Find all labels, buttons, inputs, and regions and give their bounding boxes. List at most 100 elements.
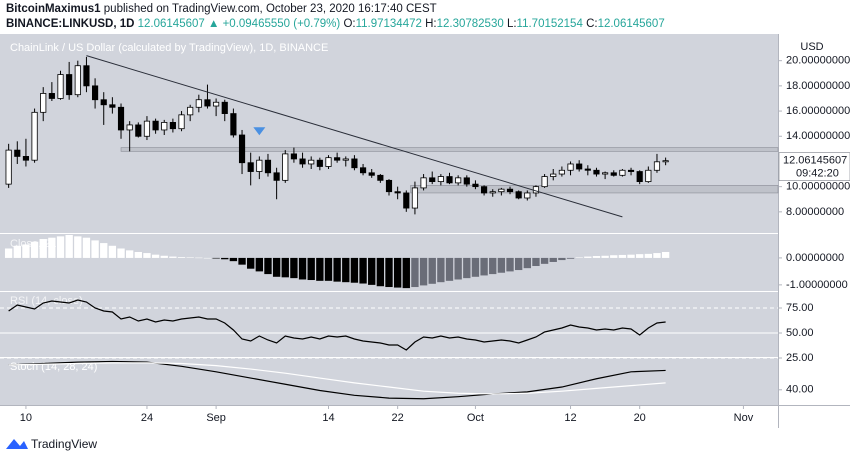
x-tick-label: 22 xyxy=(392,412,404,424)
candle-body xyxy=(645,169,652,183)
x-tick-label: 10 xyxy=(20,412,32,424)
x-tick-label: 14 xyxy=(322,412,334,424)
last-price: 12.06145607 xyxy=(138,18,205,30)
histogram-bar xyxy=(428,257,436,284)
logo-icon xyxy=(6,439,28,449)
histogram-bar xyxy=(125,250,134,258)
histogram-bar xyxy=(134,251,142,258)
support-zone xyxy=(410,185,779,194)
histogram-bar xyxy=(186,257,194,258)
histogram-bar xyxy=(584,256,592,258)
candle-body xyxy=(403,192,410,209)
histogram-bar xyxy=(661,251,670,258)
candle-body xyxy=(489,191,496,194)
x-tick-label: Sep xyxy=(206,412,226,424)
c-value: 12.06145607 xyxy=(598,18,665,30)
last-price-label: 12.06145607 xyxy=(783,155,847,167)
histogram-bar xyxy=(160,255,168,258)
histogram-bar xyxy=(359,257,367,284)
histogram-bar xyxy=(203,257,212,259)
histogram-bar xyxy=(575,257,583,258)
histogram-bar xyxy=(39,239,47,258)
candle-body xyxy=(74,65,81,96)
price-axis-background xyxy=(778,34,850,405)
h-value: 12.30782530 xyxy=(437,18,504,30)
y-tick-label: 75.00 xyxy=(786,302,814,314)
histogram-bar xyxy=(177,257,186,258)
histogram-bar xyxy=(644,253,653,258)
histogram-bar xyxy=(419,257,428,286)
l-value: 11.70152154 xyxy=(517,18,584,30)
histogram-bar xyxy=(601,255,609,258)
candle-body xyxy=(472,183,479,188)
histogram-bar xyxy=(255,257,264,272)
histogram-bar xyxy=(272,257,281,277)
candle-body xyxy=(567,163,574,171)
histogram-bar xyxy=(540,257,549,264)
histogram-bar xyxy=(264,257,272,275)
histogram-bar xyxy=(514,257,523,271)
histogram-bar xyxy=(376,257,385,287)
candle-body xyxy=(610,172,617,176)
histogram-bar xyxy=(212,257,220,259)
candle-body xyxy=(420,177,427,189)
candle-body xyxy=(334,157,341,161)
y-tick-label: 10.00000000 xyxy=(786,181,850,193)
histogram-bar xyxy=(342,257,350,283)
h-label: H: xyxy=(425,18,437,30)
y-tick-label: 16.00000000 xyxy=(786,105,850,117)
histogram-bar xyxy=(610,255,618,258)
histogram-bar xyxy=(592,256,601,258)
histogram-bar xyxy=(393,257,402,288)
y-tick-label: 0.00000000 xyxy=(786,252,844,264)
candle-body xyxy=(135,124,142,137)
histogram-bar xyxy=(506,257,514,272)
candle-body xyxy=(195,99,202,108)
candle-body xyxy=(558,169,565,175)
candle-body xyxy=(66,74,73,96)
histogram-bar xyxy=(480,257,488,276)
histogram-bar xyxy=(558,257,566,261)
candle-body xyxy=(230,113,237,136)
candle-body xyxy=(455,177,462,184)
candle-body xyxy=(653,161,661,171)
candle-body xyxy=(619,169,626,176)
change-arrow: ▲ xyxy=(208,18,219,30)
histogram-bar xyxy=(411,257,419,288)
candle-body xyxy=(57,74,64,99)
histogram-bar xyxy=(437,257,445,283)
histogram-bar xyxy=(30,241,39,258)
candle-body xyxy=(541,176,548,188)
o-value: 11.97134472 xyxy=(356,18,422,30)
candle-body xyxy=(22,156,30,161)
y-tick-label: 50.00 xyxy=(786,327,814,339)
histogram-bar xyxy=(636,254,644,258)
author-line: BitcoinMaximus1 published on TradingView… xyxy=(6,3,437,15)
author: BitcoinMaximus1 xyxy=(6,3,101,15)
histogram-bar xyxy=(74,236,82,258)
y-axis-label: USD xyxy=(800,41,823,53)
candle-body xyxy=(359,167,367,174)
candle-body xyxy=(308,159,315,165)
histogram-bar xyxy=(13,245,21,258)
histogram-bar xyxy=(221,257,229,260)
histogram-bar xyxy=(91,240,99,258)
histogram-bar xyxy=(290,257,298,279)
candle-body xyxy=(498,188,505,193)
footer-brand: TradingView xyxy=(31,437,97,451)
candle-body xyxy=(40,93,47,113)
candle-body xyxy=(602,172,609,175)
y-tick-label: 40.00 xyxy=(786,384,814,396)
x-tick-label: 12 xyxy=(564,412,576,424)
candle-body xyxy=(593,169,600,175)
histogram-bar xyxy=(65,235,73,258)
candle-body xyxy=(515,191,522,199)
candle-body xyxy=(299,158,306,165)
candle-body xyxy=(429,177,436,183)
candle-body xyxy=(213,101,220,107)
candle-body xyxy=(221,101,228,114)
histogram-bar xyxy=(22,244,30,258)
candle-body xyxy=(584,168,591,171)
candle-body xyxy=(161,122,168,131)
